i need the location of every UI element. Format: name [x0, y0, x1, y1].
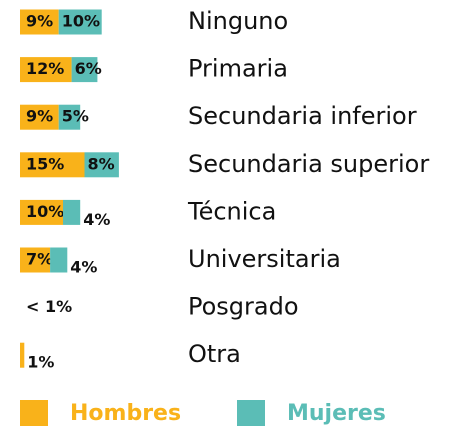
category-label: Ninguno [188, 7, 288, 35]
value-label: 10% [26, 202, 64, 221]
bar-segment [20, 247, 51, 273]
bar-segment [71, 57, 98, 83]
value-label: 9% [26, 12, 53, 31]
bar-segment [63, 199, 81, 225]
category-label: Otra [188, 340, 241, 368]
legend-swatch [237, 400, 265, 426]
category-label: Técnica [187, 197, 276, 225]
value-label: 8% [88, 154, 115, 173]
value-label: 15% [26, 154, 64, 173]
bar-segment [84, 152, 119, 178]
bar-segment [20, 9, 59, 35]
category-label: Primaria [188, 55, 288, 83]
bar-segment [20, 152, 85, 178]
category-label: Secundaria inferior [188, 102, 417, 130]
value-label: 4% [83, 210, 110, 229]
bar-segment [20, 342, 25, 368]
bar-segment [20, 199, 63, 225]
category-label: Universitaria [188, 245, 341, 273]
value-label: 12% [26, 59, 64, 78]
legend-label: Mujeres [287, 401, 386, 426]
value-label: 1% [27, 353, 54, 372]
value-label: 6% [75, 59, 102, 78]
bar-segment [58, 9, 102, 35]
bar-segment [20, 104, 59, 130]
bar-segment [50, 247, 68, 273]
category-label: Posgrado [188, 293, 299, 321]
value-label: 10% [62, 12, 100, 31]
legend-swatch [20, 400, 48, 426]
value-label: 7% [26, 250, 53, 269]
bar-segment [20, 57, 72, 83]
value-label: 4% [70, 258, 97, 277]
annotation: < 1% [26, 297, 72, 316]
category-label: Secundaria superior [188, 150, 429, 178]
value-label: 9% [26, 107, 53, 126]
legend-label: Hombres [70, 401, 181, 426]
value-label: 5% [62, 107, 89, 126]
bar-segment [58, 104, 81, 130]
